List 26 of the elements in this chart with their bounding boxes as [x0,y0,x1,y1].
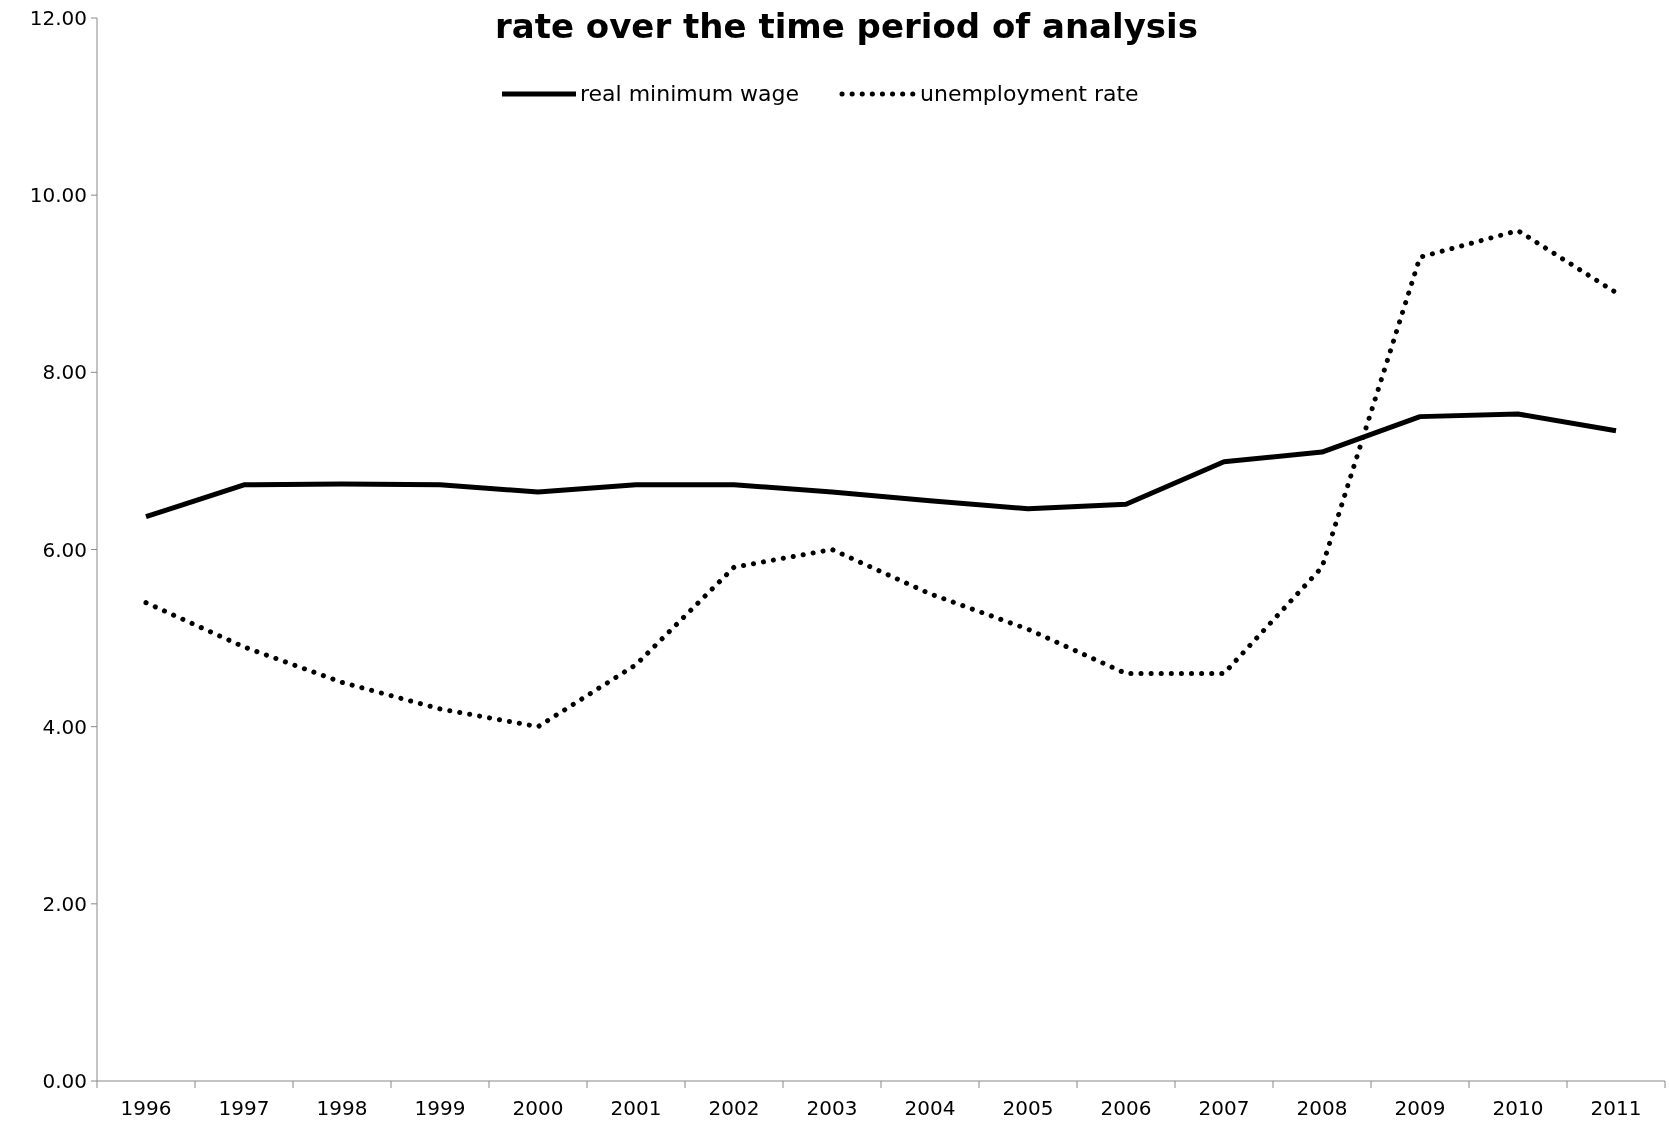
legend-label: real minimum wage [580,81,800,106]
y-tick-label: 0.00 [42,1069,87,1093]
x-tick-label: 2006 [1100,1096,1152,1120]
x-tick-label: 2002 [708,1096,760,1120]
legend-label: unemployment rate [920,81,1139,106]
x-tick-label: 2004 [904,1096,956,1120]
x-tick-label: 2010 [1492,1096,1544,1120]
x-tick-label: 2007 [1198,1096,1250,1120]
x-tick-label: 1997 [218,1096,270,1120]
y-tick-label: 2.00 [42,891,87,916]
x-tick-label: 1998 [316,1096,368,1120]
x-tick-label: 1999 [414,1096,466,1120]
x-tick-label: 2009 [1394,1096,1446,1120]
y-tick-label: 4.00 [42,714,87,739]
x-tick-label: 2011 [1590,1096,1642,1120]
y-tick-label: 12.00 [29,6,87,30]
x-tick-label: 2005 [1002,1096,1054,1120]
x-tick-label: 2000 [512,1096,564,1120]
x-tick-label: 1996 [120,1096,172,1120]
x-tick-label: 2008 [1296,1096,1348,1120]
x-tick-label: 2003 [806,1096,858,1120]
x-tick-label: 2001 [610,1096,662,1120]
chart-title: rate over the time period of analysis [494,6,1199,46]
y-tick-label: 10.00 [29,183,87,208]
y-tick-label: 8.00 [42,360,87,385]
y-tick-label: 6.00 [42,537,87,562]
